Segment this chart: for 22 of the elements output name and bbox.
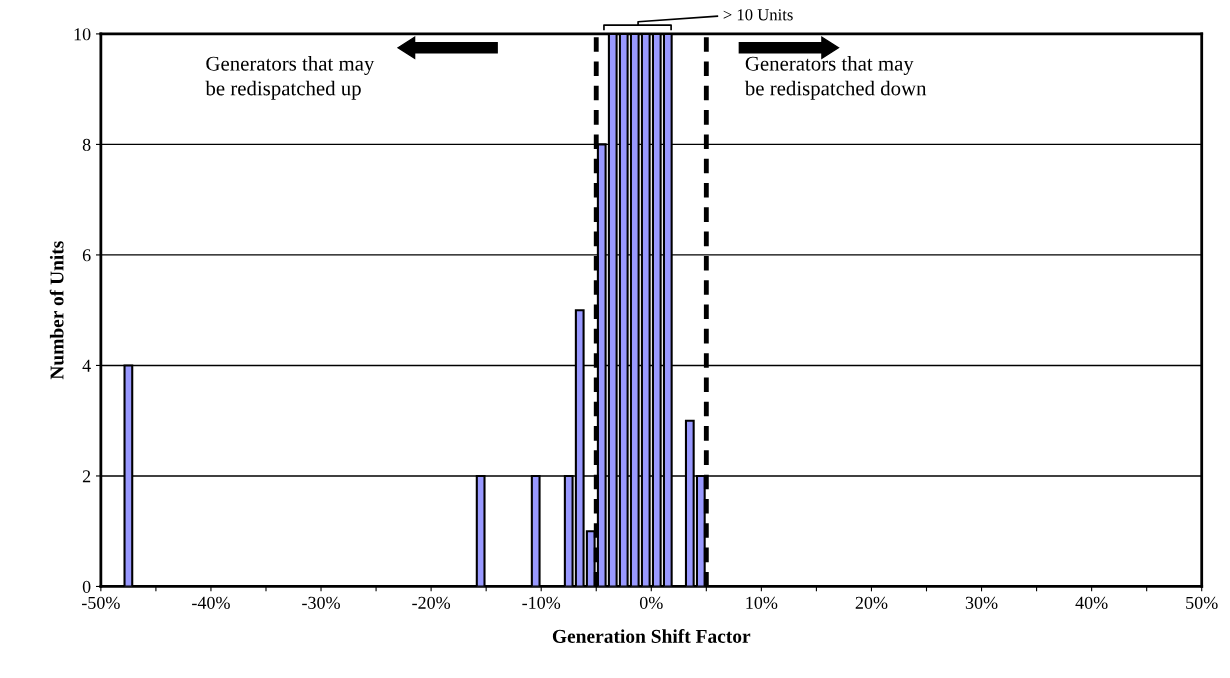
x-tick-label: -50% xyxy=(81,596,120,609)
y-tick-label: 0 xyxy=(82,580,91,593)
y-tick-label: 6 xyxy=(82,249,91,262)
y-tick-label: 4 xyxy=(82,359,91,372)
x-tick-label: -30% xyxy=(302,596,340,609)
x-tick-label: -40% xyxy=(192,596,230,609)
y-tick-label: 2 xyxy=(82,470,91,483)
y-axis-title: Number of Units xyxy=(49,241,64,380)
text: > 10 Units xyxy=(723,9,793,21)
x-tick-label: 30% xyxy=(965,596,998,609)
x-tick-label: 50% xyxy=(1186,596,1218,609)
x-tick-label: -20% xyxy=(412,596,451,609)
x-tick-label: -10% xyxy=(522,596,561,609)
x-tick-label: 20% xyxy=(855,596,888,609)
x-axis-title: Generation Shift Factor xyxy=(552,629,751,643)
x-tick-label: 40% xyxy=(1075,596,1108,609)
x-tick-label: 10% xyxy=(746,596,778,609)
y-tick-label: 8 xyxy=(82,138,91,151)
y-tick-label: 10 xyxy=(74,28,91,41)
x-tick-label: 0% xyxy=(639,596,663,609)
annotation: Generators that may be redispatched down xyxy=(744,56,927,100)
annotation: Generators that may be redispatched up xyxy=(205,56,375,100)
